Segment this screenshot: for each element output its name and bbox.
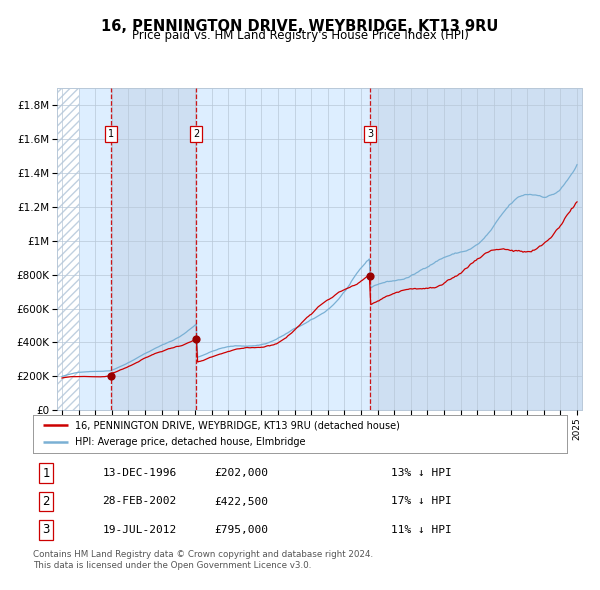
Text: 3: 3 (43, 523, 50, 536)
Bar (53, 88, 79, 410)
Text: Contains HM Land Registry data © Crown copyright and database right 2024.: Contains HM Land Registry data © Crown c… (33, 550, 373, 559)
Bar (111, 88, 196, 410)
Text: This data is licensed under the Open Government Licence v3.0.: This data is licensed under the Open Gov… (33, 560, 311, 569)
Text: 19-JUL-2012: 19-JUL-2012 (103, 525, 176, 535)
Point (106, 371, 116, 381)
Bar (370, 88, 593, 410)
Text: 3: 3 (367, 129, 373, 139)
Text: 28-FEB-2002: 28-FEB-2002 (103, 497, 176, 506)
Text: 2: 2 (43, 495, 50, 508)
Text: 1: 1 (43, 467, 50, 480)
Text: £795,000: £795,000 (214, 525, 268, 535)
Bar (53, 88, 79, 410)
Text: £422,500: £422,500 (214, 497, 268, 506)
Point (365, 271, 375, 280)
Point (191, 334, 201, 343)
Text: 2: 2 (193, 129, 199, 139)
Text: 11% ↓ HPI: 11% ↓ HPI (391, 525, 452, 535)
Text: Price paid vs. HM Land Registry's House Price Index (HPI): Price paid vs. HM Land Registry's House … (131, 30, 469, 42)
Text: 13-DEC-1996: 13-DEC-1996 (103, 468, 176, 478)
Text: 17% ↓ HPI: 17% ↓ HPI (391, 497, 452, 506)
Text: 13% ↓ HPI: 13% ↓ HPI (391, 468, 452, 478)
Text: 16, PENNINGTON DRIVE, WEYBRIDGE, KT13 9RU: 16, PENNINGTON DRIVE, WEYBRIDGE, KT13 9R… (101, 19, 499, 34)
Text: 16, PENNINGTON DRIVE, WEYBRIDGE, KT13 9RU (detached house): 16, PENNINGTON DRIVE, WEYBRIDGE, KT13 9R… (74, 421, 400, 430)
Text: 1: 1 (108, 129, 114, 139)
Text: £202,000: £202,000 (214, 468, 268, 478)
Text: HPI: Average price, detached house, Elmbridge: HPI: Average price, detached house, Elmb… (74, 438, 305, 447)
